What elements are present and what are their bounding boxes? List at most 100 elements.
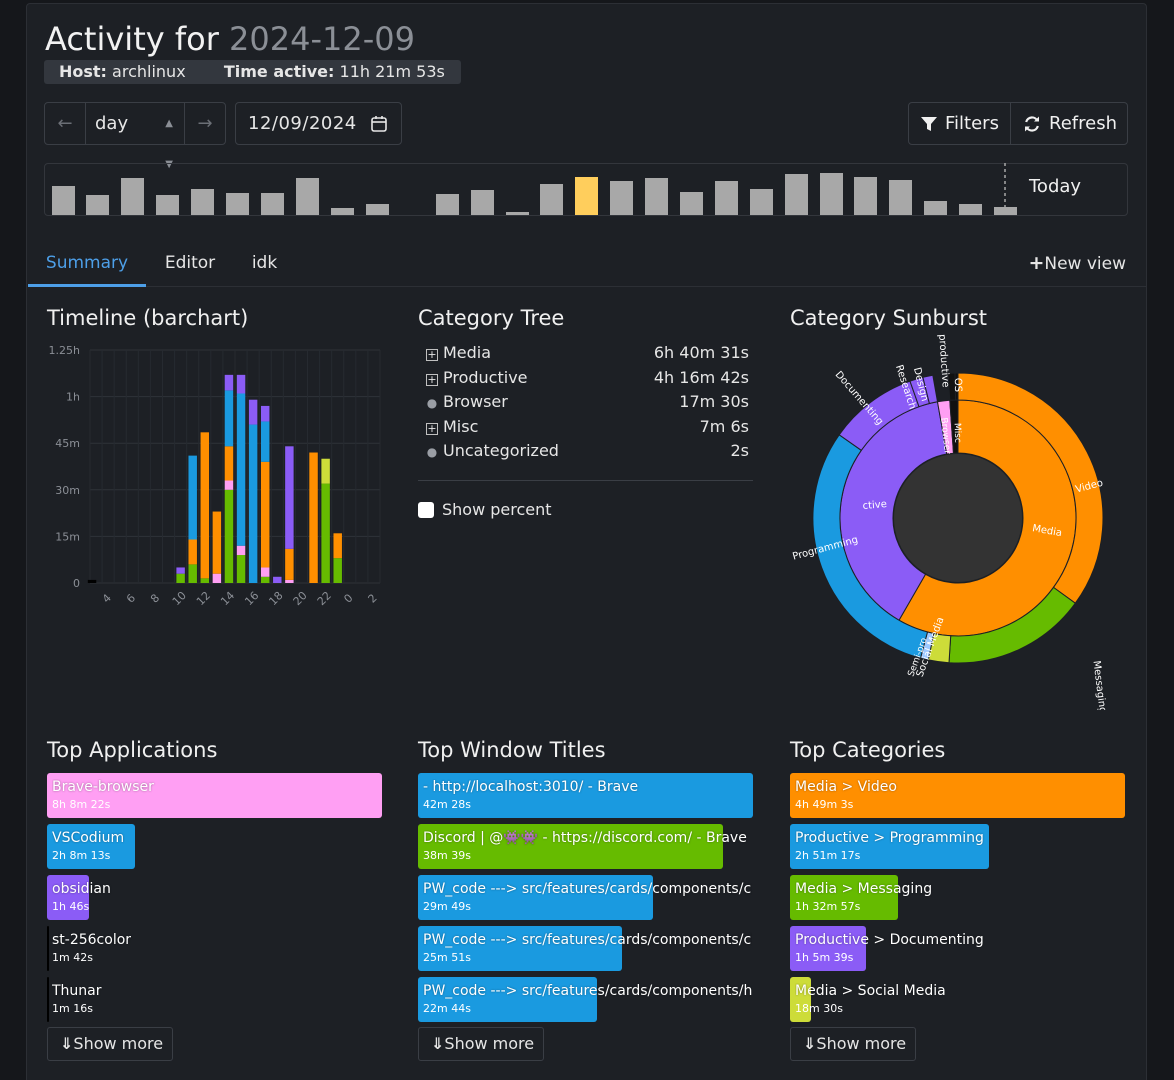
period-select[interactable]: day ▲ ▼ (85, 102, 185, 170)
category-tree-row[interactable]: + Misc 7m 6s (426, 415, 749, 439)
timeline-bar-segment[interactable] (212, 511, 222, 574)
top-categories-row[interactable]: Media > Social Media 18m 30s (790, 977, 1125, 1022)
timeline-bar-segment[interactable] (309, 452, 318, 583)
date-input[interactable]: 12/09/2024 (235, 102, 402, 145)
timeline-bar-segment[interactable] (236, 545, 246, 556)
timeline-bar-segment[interactable] (248, 424, 258, 583)
day-bar[interactable] (191, 189, 214, 215)
top-window-titles-row[interactable]: PW_code ---> src/features/cards/componen… (418, 977, 753, 1022)
top-applications-show-more-button[interactable]: ⇓Show more (47, 1027, 174, 1061)
day-bar[interactable] (436, 194, 459, 215)
timeline-bar-segment[interactable] (188, 455, 197, 540)
day-bar[interactable] (261, 193, 284, 215)
day-bar[interactable] (854, 177, 877, 215)
timeline-bar-segment[interactable] (87, 579, 97, 583)
top-window-titles-row[interactable]: PW_code ---> src/features/cards/componen… (418, 926, 753, 971)
sunburst-os-segment[interactable] (954, 372, 959, 401)
timeline-bar-segment[interactable] (285, 548, 294, 580)
day-bar[interactable] (506, 212, 529, 215)
day-bar[interactable] (994, 207, 1017, 215)
day-bar[interactable] (680, 192, 703, 215)
next-period-button[interactable]: → (184, 102, 226, 145)
timeline-bar-segment[interactable] (188, 539, 197, 565)
timeline-bar-segment[interactable] (200, 432, 210, 579)
day-bar[interactable] (121, 178, 144, 215)
timeline-bar-segment[interactable] (224, 374, 234, 391)
day-bar[interactable] (52, 186, 75, 215)
timeline-bar-segment[interactable] (224, 489, 234, 583)
day-bar[interactable] (715, 181, 738, 215)
top-applications-row[interactable]: Thunar 1m 16s (47, 977, 382, 1022)
day-bar[interactable] (540, 184, 563, 215)
timeline-bar-segment[interactable] (260, 405, 270, 422)
day-bar-selected[interactable] (575, 177, 598, 215)
top-applications-title: Top Applications (47, 738, 218, 762)
day-bar[interactable] (750, 189, 773, 215)
timeline-bar-segment[interactable] (260, 576, 270, 583)
day-bar[interactable] (156, 195, 179, 215)
day-bar[interactable] (366, 204, 389, 215)
timeline-bar-segment[interactable] (176, 573, 185, 583)
top-window-titles-show-more-button[interactable]: ⇓Show more (418, 1027, 545, 1061)
day-bar[interactable] (86, 195, 109, 215)
top-categories-show-more-button[interactable]: ⇓Show more (790, 1027, 917, 1061)
top-applications-row[interactable]: Brave-browser 8h 8m 22s (47, 773, 382, 818)
tab-idk[interactable]: idk (251, 253, 278, 273)
top-window-titles-row[interactable]: - http://localhost:3010/ - Brave 42m 28s (418, 773, 753, 818)
timeline-bar-segment[interactable] (333, 533, 342, 559)
timeline-bar-segment[interactable] (188, 564, 197, 583)
filters-button[interactable]: Filters (908, 102, 1011, 145)
expand-icon[interactable]: + (426, 348, 438, 361)
top-categories-row[interactable]: Productive > Programming 2h 51m 17s (790, 824, 1125, 869)
day-bar[interactable] (959, 204, 982, 215)
timeline-bar-segment[interactable] (260, 421, 270, 462)
top-applications-row[interactable]: st-256color 1m 42s (47, 926, 382, 971)
expand-icon[interactable]: + (426, 421, 438, 435)
new-view-button[interactable]: +New view (1028, 252, 1126, 274)
show-percent-checkbox[interactable] (418, 502, 434, 518)
timeline-bar-segment[interactable] (236, 555, 246, 583)
sunburst-design-segment[interactable] (922, 374, 939, 405)
top-applications-row[interactable]: obsidian 1h 46s (47, 875, 382, 920)
category-tree-row[interactable]: + Productive 4h 16m 42s (426, 366, 749, 390)
day-bar[interactable] (331, 208, 354, 215)
top-categories-row[interactable]: Media > Video 4h 49m 3s (790, 773, 1125, 818)
day-bar[interactable] (610, 181, 633, 215)
expand-icon[interactable]: + (426, 372, 438, 386)
timeline-bar-segment[interactable] (285, 579, 294, 583)
refresh-button[interactable]: Refresh (1010, 102, 1128, 145)
timeline-bar-segment[interactable] (224, 480, 234, 490)
previous-period-button[interactable]: ← (44, 102, 86, 145)
timeline-bar-segment[interactable] (224, 446, 234, 481)
day-bar[interactable] (645, 178, 668, 215)
timeline-bar-segment[interactable] (260, 461, 270, 568)
top-categories-row[interactable]: Media > Messaging 1h 32m 57s (790, 875, 1125, 920)
day-bar[interactable] (226, 193, 249, 215)
timeline-bar-segment[interactable] (236, 393, 246, 546)
top-categories-row[interactable]: Productive > Documenting 1h 5m 39s (790, 926, 1125, 971)
tab-summary[interactable]: Summary (28, 240, 146, 287)
timeline-bar-segment[interactable] (321, 458, 330, 484)
top-applications-row[interactable]: VSCodium 2h 8m 13s (47, 824, 382, 869)
day-bar[interactable] (785, 174, 808, 215)
timeline-bar-segment[interactable] (176, 567, 185, 574)
timeline-bar-segment[interactable] (285, 446, 294, 549)
timeline-bar-segment[interactable] (248, 399, 258, 425)
day-bar[interactable] (889, 180, 912, 215)
category-tree-row[interactable]: + Media 6h 40m 31s (426, 341, 749, 365)
day-bar[interactable] (296, 178, 319, 215)
day-bar[interactable] (471, 190, 494, 215)
timeline-bar-segment[interactable] (212, 573, 222, 583)
timeline-bar-segment[interactable] (260, 567, 270, 577)
tab-editor[interactable]: Editor (164, 253, 216, 273)
timeline-bar-segment[interactable] (321, 483, 330, 583)
day-bar[interactable] (820, 173, 843, 215)
day-bar[interactable] (924, 201, 947, 215)
top-window-titles-row[interactable]: PW_code ---> src/features/cards/componen… (418, 875, 753, 920)
timeline-bar-segment[interactable] (333, 558, 342, 583)
timeline-bar-segment[interactable] (224, 390, 234, 447)
timeline-bar-segment[interactable] (273, 576, 282, 583)
top-window-titles-row[interactable]: Discord | @👾👾 - https://discord.com/ - B… (418, 824, 753, 869)
timeline-bar-segment[interactable] (236, 374, 246, 394)
timeline-bar-segment[interactable] (200, 578, 210, 583)
